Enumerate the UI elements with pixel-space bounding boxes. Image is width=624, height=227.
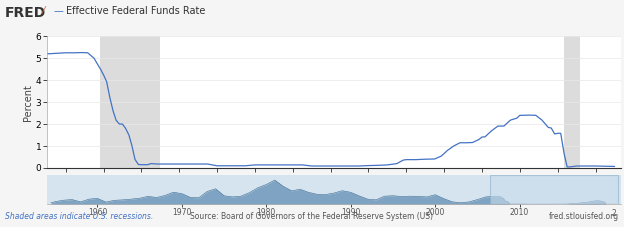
Text: FRED: FRED — [5, 6, 46, 20]
Text: Source: Board of Governors of the Federal Reserve System (US): Source: Board of Governors of the Federa… — [190, 212, 434, 221]
Bar — [100, 36, 160, 168]
Text: 2: 2 — [612, 210, 617, 218]
Y-axis label: Percent: Percent — [22, 84, 32, 121]
Text: ⁄: ⁄ — [42, 6, 44, 16]
Bar — [490, 175, 618, 204]
Text: —: — — [53, 6, 63, 16]
Text: Effective Federal Funds Rate: Effective Federal Funds Rate — [66, 6, 205, 16]
Text: fred.stlouisfed.org: fred.stlouisfed.org — [549, 212, 619, 221]
Text: Shaded areas indicate U.S. recessions.: Shaded areas indicate U.S. recessions. — [5, 212, 154, 221]
Bar — [564, 36, 580, 168]
